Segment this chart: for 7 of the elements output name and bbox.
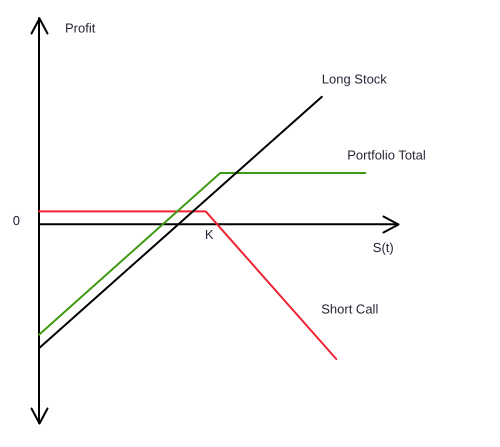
y-axis-title: Profit — [65, 20, 96, 36]
series-label: Long Stock — [322, 71, 388, 86]
text: 0 — [12, 212, 20, 228]
annotation: K — [204, 226, 214, 242]
series-label: Short Call — [321, 302, 378, 317]
x-axis-title: S(t) — [372, 240, 394, 255]
series-label: Portfolio Total — [347, 148, 426, 163]
